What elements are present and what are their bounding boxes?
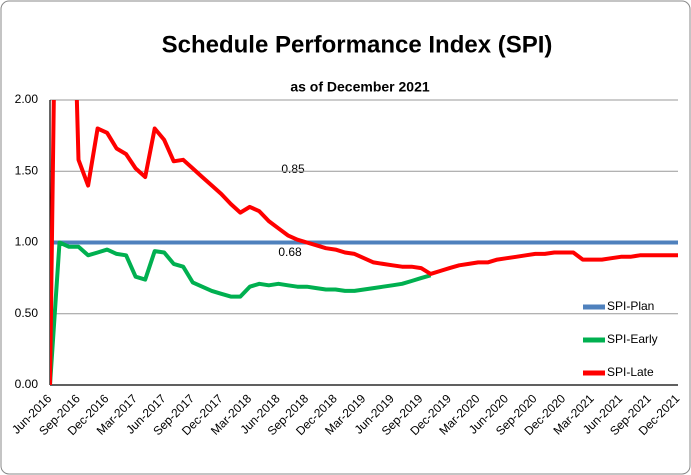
chart-title: Schedule Performance Index (SPI) [162,31,553,58]
chart-subtitle: as of December 2021 [290,79,430,95]
plot-area [50,100,678,385]
annotation: 0.68 [278,245,302,259]
legend-label: SPI-Late [607,365,654,379]
legend-label: SPI-Plan [607,299,654,313]
series-line [50,240,432,385]
y-tick-label: 1.50 [15,163,39,177]
y-tick-label: 2.00 [15,92,39,106]
series-line [50,100,678,385]
y-tick-label: 0.00 [15,377,39,391]
y-tick-label: 0.50 [15,306,39,320]
legend-label: SPI-Early [607,332,658,346]
annotation: 0.85 [281,162,305,176]
y-tick-label: 1.00 [15,235,39,249]
